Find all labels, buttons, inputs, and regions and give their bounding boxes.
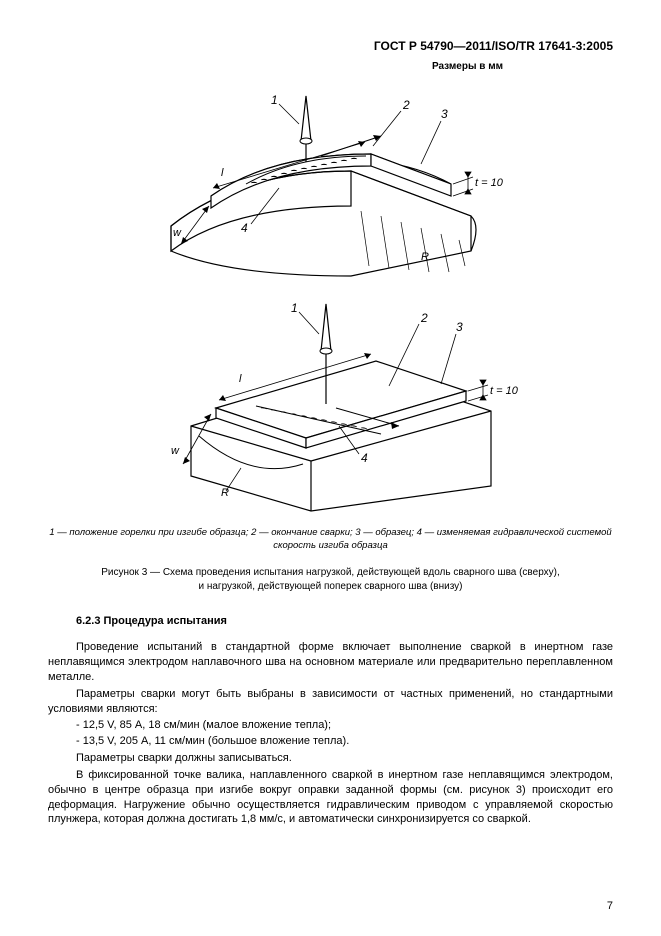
callout-4: 4 [241, 221, 248, 235]
axis-w-bottom: w [171, 445, 180, 457]
callout-3b: 3 [456, 320, 463, 334]
figure-legend: 1 — положение горелки при изгибе образца… [48, 526, 613, 553]
page-number: 7 [607, 899, 613, 914]
thickness-label-top: t = 10 [475, 177, 504, 189]
figure-caption: Рисунок 3 — Схема проведения испытания н… [48, 566, 613, 594]
paragraph: Параметры сварки должны записываться. [48, 751, 613, 766]
callout-1b: 1 [291, 301, 298, 315]
callout-4b: 4 [361, 451, 368, 465]
axis-w-top: w [173, 227, 182, 239]
paragraph: Параметры сварки могут быть выбраны в за… [48, 687, 613, 717]
thickness-label-bottom: t = 10 [490, 385, 519, 397]
paragraph: В фиксированной точке валика, наплавленн… [48, 768, 613, 827]
figure-top: R 1 2 [48, 76, 613, 286]
callout-1: 1 [271, 93, 278, 107]
dimensions-label: Размеры в мм [48, 60, 613, 74]
list-item: - 13,5 V, 205 А, 11 см/мин (большое влож… [48, 734, 613, 749]
standard-code: ГОСТ Р 54790—2011/ISO/TR 17641-3:2005 [48, 38, 613, 54]
list-item: - 12,5 V, 85 А, 18 см/мин (малое вложени… [48, 718, 613, 733]
paragraph: Проведение испытаний в стандартной форме… [48, 640, 613, 685]
axis-l-bottom: l [239, 373, 242, 385]
section-heading: 6.2.3 Процедура испытания [48, 614, 613, 629]
axis-R: R [421, 251, 429, 263]
callout-2: 2 [402, 98, 410, 112]
axis-l-top: l [221, 167, 224, 179]
callout-3: 3 [441, 107, 448, 121]
figure-bottom: R 1 2 [48, 286, 613, 516]
callout-2b: 2 [420, 311, 428, 325]
